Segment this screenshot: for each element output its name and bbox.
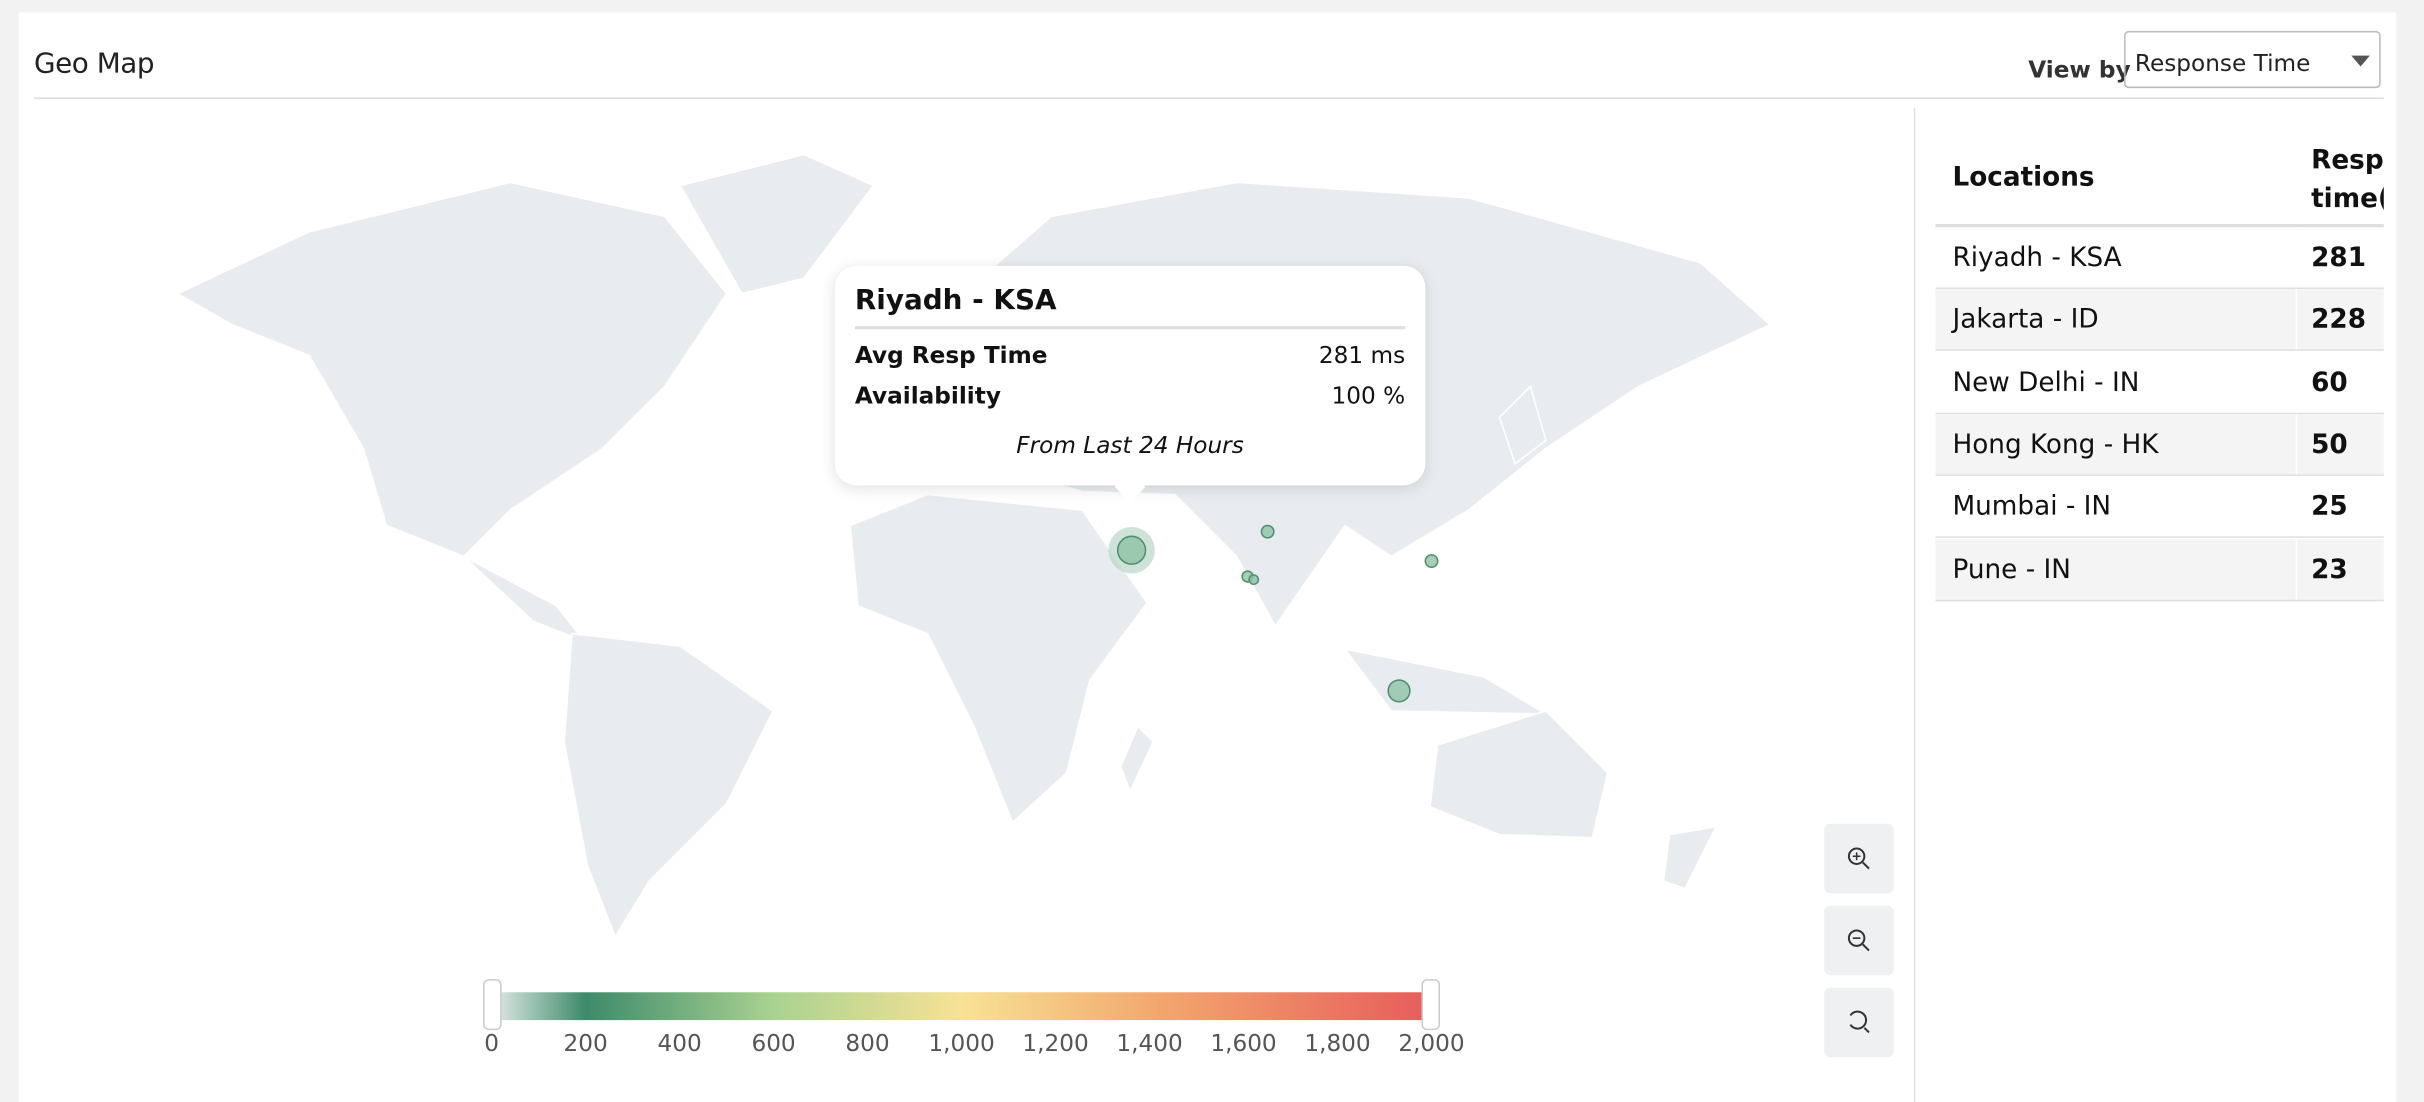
reset-zoom-button[interactable] <box>1824 987 1894 1058</box>
location-bubble[interactable] <box>1248 574 1260 586</box>
tooltip-title: Riyadh - KSA <box>854 284 1406 330</box>
location-bubble[interactable] <box>1116 535 1147 565</box>
tooltip-value: 100 % <box>1331 381 1406 410</box>
view-by-select[interactable]: Response Time <box>2124 30 2381 89</box>
location-bubble[interactable] <box>1387 679 1411 703</box>
location-bubble[interactable] <box>1260 524 1275 539</box>
scale-tick-label: 400 <box>657 1030 701 1057</box>
tooltip-label: Availability <box>854 381 1001 410</box>
table-row: New Delhi - IN 60 <box>1935 351 2384 414</box>
response-time: 228 <box>2311 304 2366 336</box>
column-header: Locations <box>1952 162 2095 194</box>
column-separator <box>2295 538 2298 599</box>
response-time: 60 <box>2311 367 2348 399</box>
table-row: Jakarta - ID 228 <box>1935 289 2384 352</box>
scale-tick-label: 800 <box>845 1030 889 1057</box>
table-header: Locations Response time(ms) <box>1935 131 2384 228</box>
column-separator <box>2295 289 2298 350</box>
range-handle[interactable] <box>483 979 502 1031</box>
column-separator <box>2295 227 2298 288</box>
response-time: 23 <box>2311 554 2348 586</box>
zoom-in-button[interactable] <box>1824 823 1894 894</box>
response-time: 25 <box>2311 491 2348 523</box>
scale-tick-label: 0 <box>484 1030 499 1057</box>
divider <box>1913 108 1916 1102</box>
select-value: Response Time <box>2134 49 2311 78</box>
panel-title: Geo Map <box>34 47 155 81</box>
location-name: New Delhi - IN <box>1952 367 2140 399</box>
scale-tick-label: 1,000 <box>928 1030 994 1057</box>
scale-tick-label: 200 <box>563 1030 607 1057</box>
tooltip: Riyadh - KSA Avg Resp Time 281 ms Availab… <box>834 265 1426 503</box>
range-handle[interactable] <box>1421 979 1441 1031</box>
location-bubble[interactable] <box>1424 554 1439 569</box>
view-by-label: View by <box>2028 55 2131 84</box>
column-separator <box>2295 476 2298 537</box>
divider <box>34 97 2384 99</box>
table-row: Mumbai - IN 25 <box>1935 476 2384 539</box>
tooltip-row: Avg Resp Time 281 ms <box>855 342 1405 370</box>
color-scale <box>491 992 1432 1021</box>
response-time: 50 <box>2311 429 2348 461</box>
locations-table: Locations Response time(ms) Riyadh - KSA 28… <box>1935 131 2384 610</box>
tooltip-label: Avg Resp Time <box>854 341 1048 370</box>
dropdown-arrow <box>2351 55 2370 67</box>
table-row: Pune - IN 23 <box>1935 538 2384 601</box>
tooltip-row: Availability 100 % <box>855 382 1405 410</box>
scale-tick-label: 1,800 <box>1304 1030 1370 1057</box>
tooltip-value: 281 ms <box>1318 341 1406 370</box>
tooltip-footer: From Last 24 Hours <box>1016 431 1244 460</box>
zoom-out-button[interactable] <box>1824 905 1894 976</box>
column-header: Response time(ms) <box>2311 145 2384 215</box>
location-name: Jakarta - ID <box>1952 304 2099 336</box>
scale-tick-label: 1,600 <box>1210 1030 1276 1057</box>
location-name: Mumbai - IN <box>1952 491 2112 523</box>
scale-tick-label: 600 <box>751 1030 795 1057</box>
table-row: Hong Kong - HK 50 <box>1935 414 2384 476</box>
scale-tick-label: 1,400 <box>1116 1030 1182 1057</box>
column-separator <box>2295 414 2298 475</box>
scale-tick-label: 2,000 <box>1398 1030 1464 1057</box>
location-name: Riyadh - KSA <box>1952 242 2122 274</box>
column-separator <box>2295 351 2298 413</box>
scale-tick-label: 1,200 <box>1022 1030 1088 1057</box>
location-name: Hong Kong - HK <box>1952 429 2159 461</box>
response-time: 281 <box>2311 242 2366 274</box>
location-name: Pune - IN <box>1952 554 2071 586</box>
world-map: 0 200 400 600 800 1,000 1,200 1,400 1,600 1,800 2,… <box>176 153 1772 1057</box>
table-row: Riyadh - KSA 281 <box>1935 227 2384 290</box>
